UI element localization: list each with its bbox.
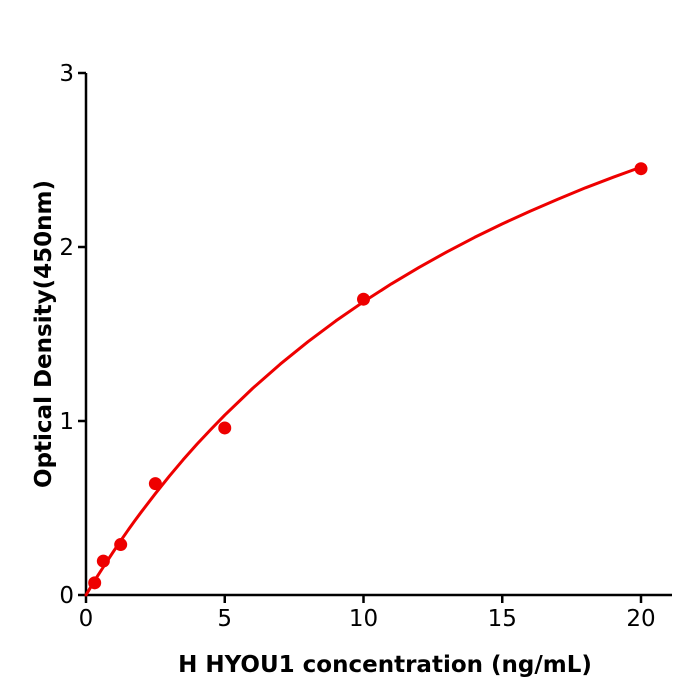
data-point [88, 576, 102, 590]
x-tick-label: 5 [217, 606, 232, 632]
y-tick-label: 3 [59, 61, 74, 87]
fit-curve-line [84, 165, 643, 597]
data-point [218, 421, 232, 435]
data-point [114, 538, 128, 552]
y-tick-label: 2 [59, 235, 74, 261]
data-point [634, 162, 648, 176]
x-tick-label: 15 [488, 606, 517, 632]
y-tick-label: 0 [59, 583, 74, 609]
x-tick-label: 20 [626, 606, 655, 632]
x-axis-label: H HYOU1 concentration (ng/mL) [178, 652, 592, 678]
y-axis-label: Optical Density(450nm) [31, 180, 57, 488]
data-point [357, 292, 370, 306]
x-tick-label: 10 [349, 606, 378, 632]
data-point [148, 477, 162, 491]
y-tick-label: 1 [59, 409, 74, 435]
data-point [96, 554, 110, 568]
x-tick-label: 0 [79, 606, 94, 632]
